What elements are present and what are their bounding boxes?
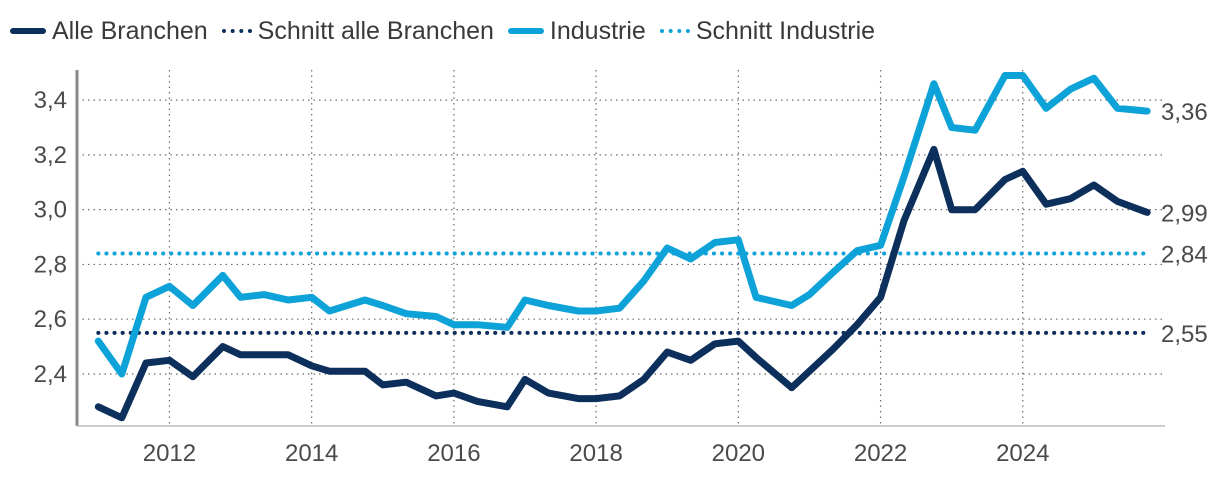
x-tick-label: 2018 [569, 440, 622, 467]
x-tick-label: 2016 [427, 440, 480, 467]
legend-item-industrie[interactable]: Industrie [507, 16, 646, 46]
y-tick-label: 2,4 [34, 361, 67, 388]
series-line-industrie [94, 72, 1151, 378]
y-tick-label: 3,2 [34, 142, 67, 169]
y-tick-label: 3,4 [34, 87, 67, 114]
x-tick-label: 2022 [854, 440, 907, 467]
x-tick-label: 2012 [143, 440, 196, 467]
legend-label-schnitt-industrie: Schnitt Industrie [695, 16, 876, 45]
legend-swatch-schnitt-alle-branchen [221, 29, 252, 33]
end-label-alle: 2,99 [1161, 200, 1208, 227]
legend-swatch-industrie [507, 28, 544, 34]
legend-item-alle-branchen[interactable]: Alle Branchen [10, 17, 208, 46]
end-label-schnitt-industrie: 2,84 [1161, 241, 1208, 268]
chart-legend: Alle Branchen Schnitt alle Branchen Indu… [10, 14, 875, 48]
legend-label-industrie: Industrie [549, 16, 646, 45]
legend-swatch-alle-branchen [10, 28, 46, 34]
x-tick-label: 2020 [712, 440, 765, 467]
legend-swatch-schnitt-industrie [659, 29, 690, 33]
y-tick-label: 3,0 [34, 197, 67, 224]
legend-item-schnitt-industrie[interactable]: Schnitt Industrie [659, 16, 876, 46]
x-tick-label: 2024 [996, 440, 1049, 467]
legend-label-schnitt-alle-branchen: Schnitt alle Branchen [257, 16, 494, 45]
x-tick-label: 2014 [285, 440, 338, 467]
end-label-schnitt-alle: 2,55 [1161, 321, 1208, 348]
legend-item-schnitt-alle-branchen[interactable]: Schnitt alle Branchen [221, 16, 494, 46]
series-line-alle [94, 145, 1151, 422]
y-tick-label: 2,8 [34, 251, 67, 278]
y-tick-label: 2,6 [34, 306, 67, 333]
legend-label-alle-branchen: Alle Branchen [52, 16, 208, 45]
end-label-industrie: 3,36 [1161, 99, 1208, 126]
